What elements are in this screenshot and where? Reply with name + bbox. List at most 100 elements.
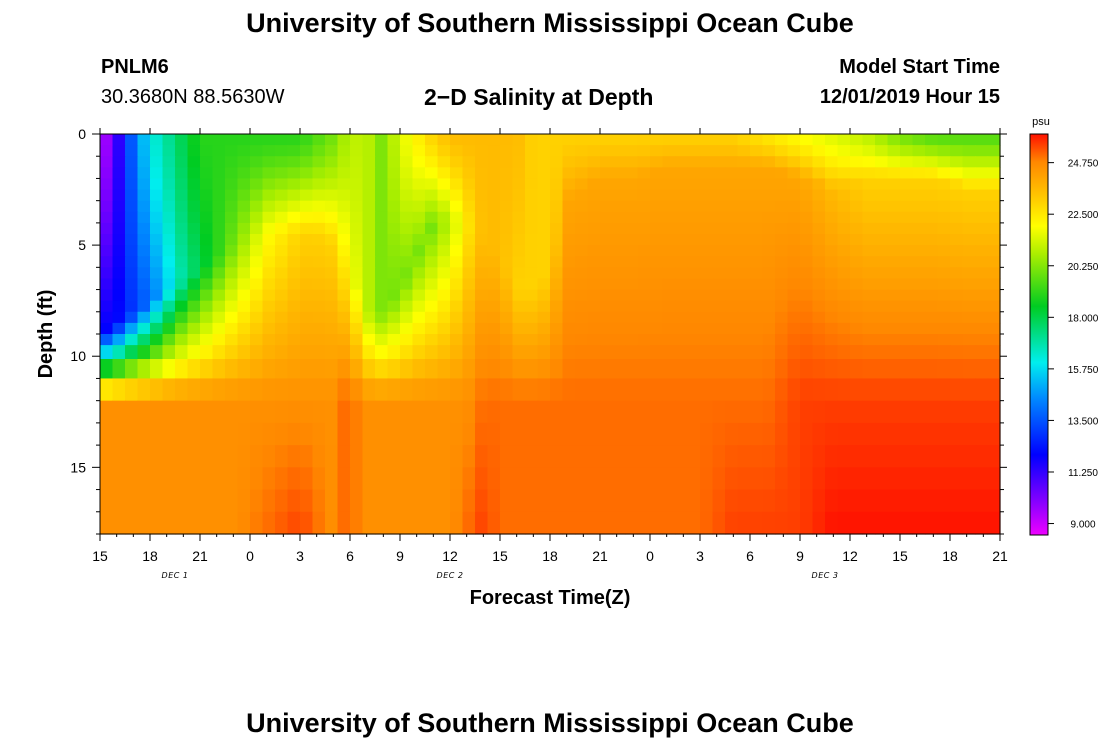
heatmap-cell: [387, 289, 401, 302]
heatmap-cell: [512, 167, 526, 180]
heatmap-cell: [537, 222, 551, 235]
heatmap-cell: [200, 334, 214, 346]
heatmap-cell: [187, 334, 201, 346]
heatmap-cell: [687, 200, 701, 213]
heatmap-cell: [937, 222, 951, 235]
heatmap-cell: [200, 200, 214, 213]
heatmap-cell: [275, 167, 289, 180]
heatmap-cell: [962, 311, 976, 324]
heatmap-cell: [462, 200, 476, 213]
heatmap-cell: [487, 400, 501, 424]
heatmap-cell: [575, 422, 589, 446]
y-tick-label: 5: [78, 237, 86, 253]
heatmap-cell: [825, 345, 839, 360]
heatmap-cell: [550, 334, 564, 346]
heatmap-cell: [525, 211, 539, 224]
heatmap-cell: [700, 378, 714, 402]
heatmap-cell: [662, 234, 676, 246]
heatmap-cell: [175, 511, 189, 535]
heatmap-cell: [925, 345, 939, 360]
heatmap-cell: [100, 267, 114, 280]
heatmap-cell: [837, 334, 851, 346]
heatmap-cell: [725, 278, 739, 291]
heatmap-cell: [112, 189, 126, 202]
heatmap-cell: [837, 189, 851, 202]
heatmap-cell: [525, 234, 539, 246]
heatmap-cell: [487, 289, 501, 302]
heatmap-cell: [425, 311, 439, 324]
heatmap-cell: [187, 489, 201, 513]
heatmap-cell: [625, 359, 639, 380]
heatmap-cell: [687, 378, 701, 402]
heatmap-cell: [837, 222, 851, 235]
heatmap-cell: [100, 359, 114, 380]
heatmap-cell: [900, 311, 914, 324]
heatmap-cell: [262, 200, 276, 213]
heatmap-cell: [862, 256, 876, 268]
heatmap-cell: [537, 400, 551, 424]
heatmap-cell: [275, 359, 289, 380]
heatmap-cell: [162, 289, 176, 302]
heatmap-cell: [875, 445, 889, 468]
heatmap-cell: [362, 189, 376, 202]
heatmap-cell: [637, 311, 651, 324]
heatmap-cell: [962, 489, 976, 513]
heatmap-cell: [775, 289, 789, 302]
heatmap-cell: [412, 200, 426, 213]
heatmap-cell: [625, 156, 639, 168]
heatmap-cell: [212, 378, 226, 402]
heatmap-cell: [575, 145, 589, 157]
heatmap-cell: [687, 145, 701, 157]
heatmap-cell: [300, 489, 314, 513]
heatmap-cell: [387, 245, 401, 257]
heatmap-cell: [612, 311, 626, 324]
heatmap-cell: [412, 222, 426, 235]
heatmap-cell: [125, 445, 139, 468]
heatmap-cell: [525, 200, 539, 213]
heatmap-cell: [212, 167, 226, 180]
heatmap-cell: [237, 359, 251, 380]
heatmap-cell: [275, 245, 289, 257]
heatmap-cell: [275, 322, 289, 335]
x-tick-label: 12: [442, 548, 458, 564]
heatmap-cell: [762, 489, 776, 513]
heatmap-cell: [537, 189, 551, 202]
heatmap-cell: [725, 178, 739, 191]
heatmap-cell: [550, 156, 564, 168]
heatmap-cell: [212, 222, 226, 235]
heatmap-cell: [175, 222, 189, 235]
heatmap-cell: [187, 234, 201, 246]
heatmap-cell: [650, 178, 664, 191]
heatmap-cell: [137, 359, 151, 380]
heatmap-cell: [162, 300, 176, 313]
heatmap-cell: [775, 334, 789, 346]
heatmap-cell: [150, 378, 164, 402]
heatmap-cell: [912, 267, 926, 280]
heatmap-cell: [150, 178, 164, 191]
heatmap-cell: [587, 234, 601, 246]
heatmap-cell: [500, 234, 514, 246]
heatmap-cell: [812, 445, 826, 468]
heatmap-cell: [187, 359, 201, 380]
heatmap-cell: [900, 167, 914, 180]
heatmap-cell: [537, 278, 551, 291]
heatmap-cell: [300, 189, 314, 202]
heatmap-cell: [512, 445, 526, 468]
heatmap-cell: [475, 267, 489, 280]
heatmap-cell: [737, 211, 751, 224]
heatmap-cell: [837, 378, 851, 402]
heatmap-cell: [875, 222, 889, 235]
heatmap-cell: [125, 400, 139, 424]
heatmap-cell: [962, 267, 976, 280]
heatmap-cell: [737, 322, 751, 335]
heatmap-cell: [775, 178, 789, 191]
heatmap-cell: [800, 511, 814, 535]
heatmap-cell: [500, 189, 514, 202]
heatmap-cell: [475, 359, 489, 380]
heatmap-cell: [800, 489, 814, 513]
heatmap-cell: [987, 178, 1001, 191]
heatmap-cell: [962, 511, 976, 535]
heatmap-cell: [812, 178, 826, 191]
heatmap-cell: [225, 200, 239, 213]
heatmap-cell: [375, 134, 389, 146]
